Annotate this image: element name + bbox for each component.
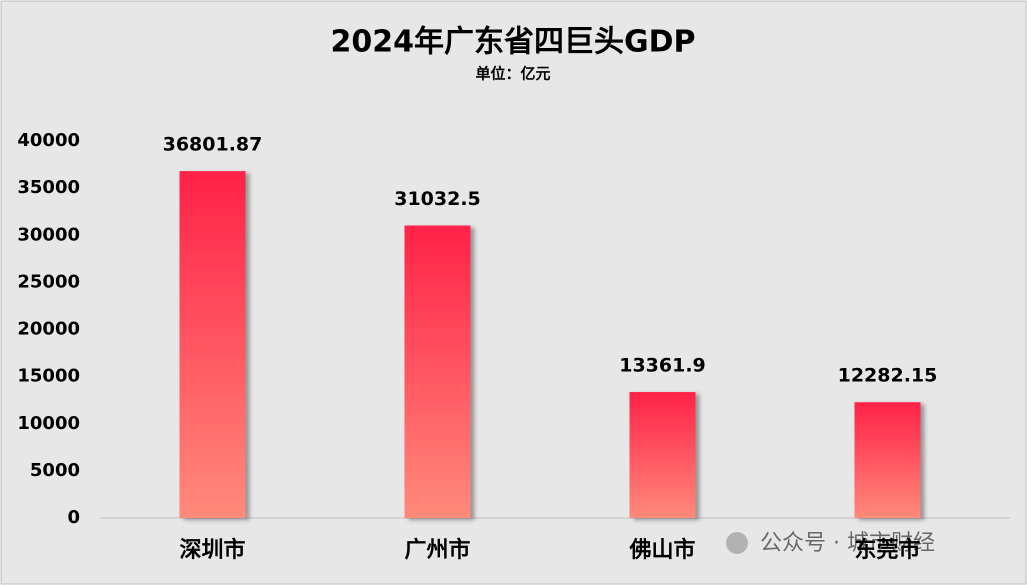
y-tick-label: 25000 [17, 271, 80, 292]
x-tick-label: 广州市 [404, 537, 470, 563]
value-label: 36801.87 [163, 134, 263, 156]
y-tick-label: 35000 [17, 177, 80, 198]
value-label: 13361.9 [619, 355, 706, 377]
chart-subtitle: 单位：亿元 [475, 65, 550, 83]
bar [854, 402, 921, 518]
x-tick-label: 深圳市 [179, 537, 245, 563]
watermark: 公众号 · 城市财经 [726, 531, 935, 556]
x-tick-label: 佛山市 [628, 537, 695, 563]
bar [404, 225, 471, 519]
y-tick-label: 10000 [17, 413, 80, 434]
bar [629, 392, 696, 518]
chart-title: 2024年广东省四巨头GDP [330, 25, 695, 60]
y-tick-label: 0 [67, 507, 80, 528]
y-tick-label: 20000 [17, 319, 80, 340]
x-tick-label: 东莞市 [854, 537, 920, 563]
y-tick-label: 15000 [17, 366, 80, 387]
y-tick-label: 30000 [17, 224, 80, 245]
watermark-icon [726, 532, 748, 554]
value-label: 31032.5 [394, 188, 481, 210]
y-tick-label: 5000 [30, 460, 80, 481]
watermark-text: 公众号 · 城市财经 [760, 531, 935, 556]
y-tick-label: 40000 [17, 130, 80, 151]
value-label: 12282.15 [838, 365, 938, 387]
bar [179, 171, 246, 518]
